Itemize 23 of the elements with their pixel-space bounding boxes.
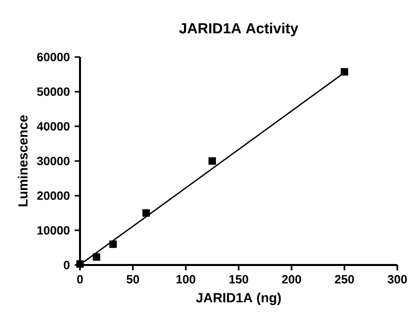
y-tick-label: 0 (64, 260, 70, 270)
x-tick-label: 0 (77, 275, 83, 284)
y-tick-label: 50000 (37, 87, 70, 96)
y-tick-label: 60000 (37, 52, 70, 62)
y-tick-label: 20000 (37, 191, 70, 200)
chart-title: JARID1A Activity (179, 22, 298, 36)
x-tick-label: 200 (282, 275, 302, 284)
point (76, 260, 84, 268)
x-tick-label: 250 (334, 275, 354, 284)
y-tick-label: 30000 (37, 156, 70, 166)
point (109, 240, 117, 248)
x-tick-label: 100 (176, 275, 196, 284)
y-tick-label: 40000 (36, 122, 70, 131)
x-tick-label: 150 (229, 275, 248, 284)
point (340, 68, 348, 76)
y-tick-label: 10000 (37, 226, 70, 235)
x-tick-label: 300 (388, 275, 407, 284)
point (208, 157, 216, 165)
point (92, 253, 100, 261)
x-tick-label: 50 (126, 275, 140, 284)
x-axis-title: JARID1A (ng) (196, 292, 281, 306)
y-axis-title: Luminescence (18, 115, 28, 206)
point (142, 209, 150, 217)
